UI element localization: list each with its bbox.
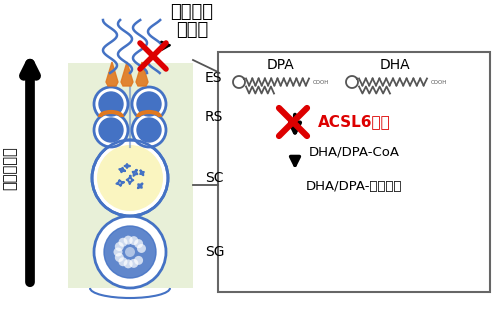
Circle shape (104, 226, 156, 278)
Circle shape (130, 236, 138, 245)
Circle shape (118, 238, 128, 247)
Text: SC: SC (205, 171, 224, 185)
Text: DPA: DPA (266, 58, 294, 72)
Circle shape (94, 113, 128, 147)
Circle shape (94, 216, 166, 288)
Circle shape (115, 253, 124, 262)
Circle shape (134, 256, 143, 265)
FancyBboxPatch shape (68, 63, 193, 288)
Circle shape (132, 87, 166, 121)
Circle shape (137, 244, 146, 253)
Circle shape (97, 145, 163, 211)
Circle shape (124, 236, 132, 245)
Circle shape (125, 247, 135, 257)
Circle shape (99, 118, 123, 142)
Circle shape (115, 242, 124, 251)
Text: 精細胞分化: 精細胞分化 (2, 146, 18, 190)
Text: ACSL6欠損: ACSL6欠損 (318, 115, 391, 129)
Text: SG: SG (205, 245, 225, 259)
FancyBboxPatch shape (218, 52, 490, 292)
Text: DHA/DPA-リン脂質: DHA/DPA-リン脂質 (306, 181, 402, 193)
Circle shape (137, 92, 161, 116)
Circle shape (130, 259, 138, 268)
Polygon shape (136, 62, 148, 86)
Polygon shape (121, 62, 133, 86)
Circle shape (137, 118, 161, 142)
Circle shape (124, 259, 132, 268)
Circle shape (114, 248, 122, 256)
Circle shape (134, 239, 143, 248)
Text: COOH: COOH (313, 80, 330, 84)
Circle shape (94, 87, 128, 121)
Text: RS: RS (205, 110, 224, 124)
Circle shape (99, 92, 123, 116)
Text: DHA/DPA-CoA: DHA/DPA-CoA (308, 146, 400, 158)
Circle shape (132, 113, 166, 147)
Polygon shape (106, 62, 118, 86)
Circle shape (118, 257, 128, 266)
Text: 精子放出: 精子放出 (170, 3, 214, 21)
Text: COOH: COOH (431, 80, 448, 84)
Text: DHA: DHA (380, 58, 410, 72)
Text: ES: ES (205, 71, 222, 85)
Circle shape (92, 140, 168, 216)
Text: ・受精: ・受精 (176, 21, 208, 39)
